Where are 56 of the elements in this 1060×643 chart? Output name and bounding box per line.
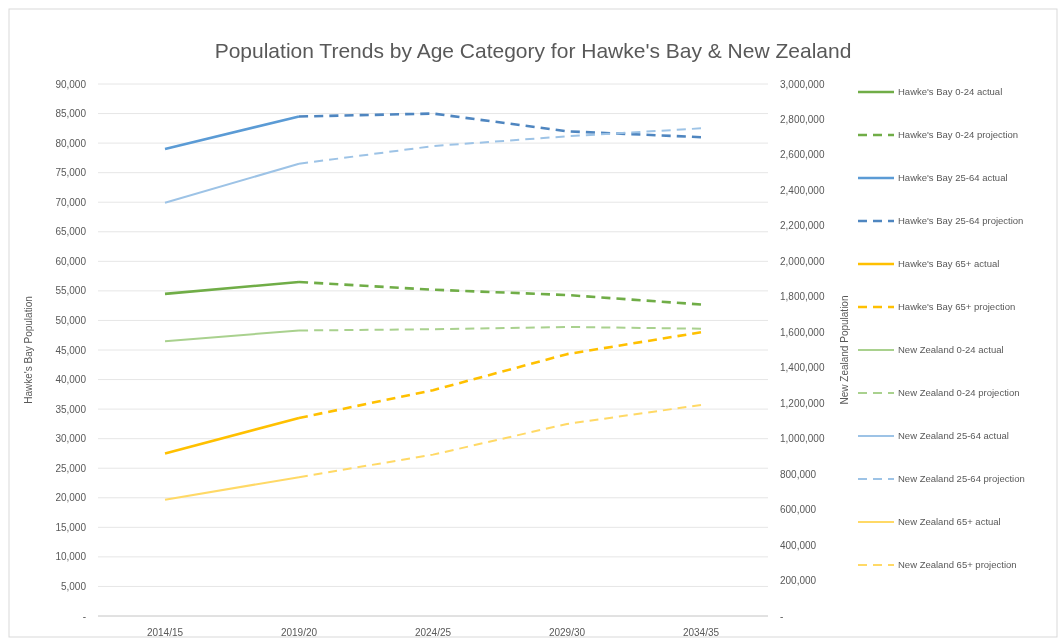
legend-label: Hawke's Bay 0-24 projection xyxy=(898,129,1019,141)
y2-tick-label: 600,000 xyxy=(780,504,817,516)
y2-tick-label: 3,000,000 xyxy=(780,78,825,90)
y-tick-label: - xyxy=(82,610,86,622)
x-tick-label: 2019/20 xyxy=(280,627,318,638)
y-tick-label: 40,000 xyxy=(55,374,87,386)
y-tick-label: 70,000 xyxy=(55,196,87,208)
y2-tick-label: 1,600,000 xyxy=(780,326,825,338)
y-tick-label: 65,000 xyxy=(55,226,87,238)
y2-tick-label: 2,800,000 xyxy=(780,113,825,125)
y2-tick-label: 1,200,000 xyxy=(780,397,825,409)
y-tick-label: 75,000 xyxy=(55,167,87,179)
y-tick-label: 20,000 xyxy=(55,492,87,504)
legend-label: Hawke's Bay 25-64 projection xyxy=(898,215,1024,227)
y-tick-label: 25,000 xyxy=(55,462,87,474)
y2-tick-label: 400,000 xyxy=(780,539,817,551)
y-tick-label: 60,000 xyxy=(55,255,87,267)
y-tick-label: 85,000 xyxy=(55,108,87,120)
y-tick-label: 35,000 xyxy=(55,403,87,415)
chart-title: Population Trends by Age Category for Hawke's Bay & New Zealand xyxy=(214,39,852,62)
x-tick-label: 2014/15 xyxy=(146,627,184,638)
y-tick-label: 5,000 xyxy=(60,580,87,592)
legend-label: Hawke's Bay 0-24 actual xyxy=(898,86,1003,98)
y2-tick-label: 2,400,000 xyxy=(780,184,825,196)
legend-label: New Zealand 25-64 projection xyxy=(898,473,1025,485)
y-tick-label: 55,000 xyxy=(55,285,87,297)
y-tick-label: 80,000 xyxy=(55,137,87,149)
legend-label: New Zealand 65+ actual xyxy=(898,516,1001,528)
legend-label: Hawke's Bay 65+ projection xyxy=(898,301,1016,313)
y2-tick-label: - xyxy=(780,610,784,622)
y2-axis-title: New Zealand Population xyxy=(839,295,850,405)
y-axis-title: Hawke's Bay Population xyxy=(23,296,34,404)
y2-tick-label: 1,000,000 xyxy=(780,433,825,445)
y2-tick-label: 2,200,000 xyxy=(780,220,825,232)
x-tick-label: 2034/35 xyxy=(682,627,720,638)
y-tick-label: 90,000 xyxy=(55,78,87,90)
y-tick-label: 10,000 xyxy=(55,551,87,563)
y2-tick-label: 2,000,000 xyxy=(780,255,825,267)
y2-tick-label: 1,400,000 xyxy=(780,362,825,374)
y-tick-label: 50,000 xyxy=(55,314,87,326)
y-tick-label: 15,000 xyxy=(55,521,87,533)
y2-tick-label: 800,000 xyxy=(780,468,817,480)
y-tick-label: 45,000 xyxy=(55,344,87,356)
y2-tick-label: 1,800,000 xyxy=(780,291,825,303)
y-tick-label: 30,000 xyxy=(55,433,87,445)
legend-label: Hawke's Bay 25-64 actual xyxy=(898,172,1008,184)
legend-label: New Zealand 0-24 projection xyxy=(898,387,1020,399)
legend-label: New Zealand 0-24 actual xyxy=(898,344,1004,356)
legend-label: New Zealand 25-64 actual xyxy=(898,430,1009,442)
y2-tick-label: 200,000 xyxy=(780,575,817,587)
x-tick-label: 2029/30 xyxy=(548,627,586,638)
y2-tick-label: 2,600,000 xyxy=(780,149,825,161)
line-series xyxy=(297,112,703,139)
legend-label: New Zealand 65+ projection xyxy=(898,559,1017,571)
x-tick-label: 2024/25 xyxy=(414,627,452,638)
legend-label: Hawke's Bay 65+ actual xyxy=(898,258,1000,270)
